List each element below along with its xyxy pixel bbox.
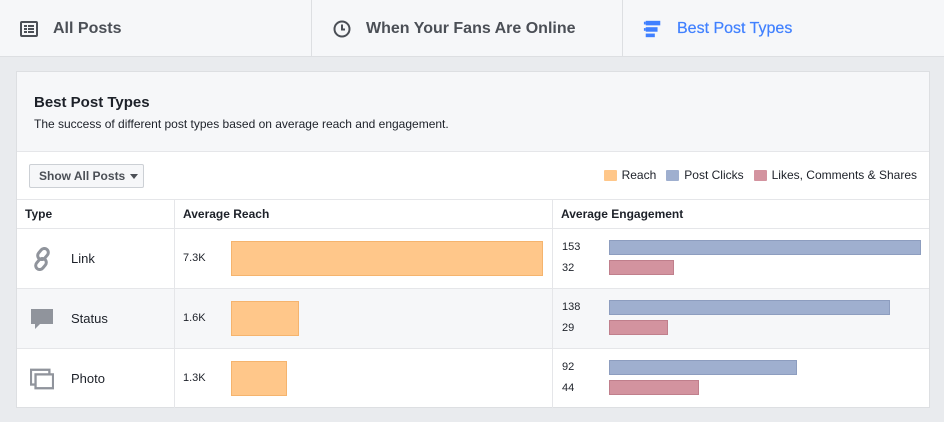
type-cell: Status: [17, 289, 175, 348]
tab-bar: All Posts When Your Fans Are Online Best…: [0, 0, 944, 57]
legend-swatch: [666, 169, 680, 181]
tab-label: Best Post Types: [677, 19, 793, 37]
type-label: Link: [71, 251, 95, 266]
reach-bar: [231, 361, 287, 396]
likes-bar: [609, 320, 668, 335]
likes-value: 29: [562, 322, 575, 334]
post-clicks-value: 138: [562, 301, 581, 313]
legend-item-reach: Reach: [603, 168, 657, 182]
table-header: Type Average Reach Average Engagement: [17, 200, 929, 229]
post-clicks-value: 92: [562, 361, 575, 373]
best-post-types-card: Best Post Types The success of different…: [16, 71, 930, 408]
reach-bar: [231, 301, 299, 336]
legend: Reach Post Clicks Likes, Comments & Shar…: [594, 168, 917, 182]
post-types-icon: [643, 19, 663, 39]
column-header-type[interactable]: Type: [17, 200, 175, 228]
tab-label: All Posts: [53, 19, 122, 37]
table-row: Status 1.6K 138 29: [17, 289, 929, 349]
reach-cell: 1.3K: [175, 349, 553, 408]
post-clicks-bar: [609, 360, 797, 375]
legend-swatch: [603, 169, 617, 181]
clock-icon: [332, 19, 352, 39]
tab-best-post-types[interactable]: Best Post Types: [623, 0, 944, 57]
engagement-cell: 92 44: [553, 349, 929, 408]
show-posts-dropdown[interactable]: Show All Posts: [29, 164, 144, 188]
reach-bar: [231, 241, 543, 276]
post-clicks-value: 153: [562, 241, 581, 253]
table-row: Link 7.3K 153 32: [17, 229, 929, 289]
toolbar: Show All Posts Reach Post Clicks Likes, …: [17, 152, 929, 200]
post-clicks-bar: [609, 240, 921, 255]
reach-value: 7.3K: [183, 252, 206, 264]
legend-swatch: [753, 169, 767, 181]
column-header-reach[interactable]: Average Reach: [175, 200, 553, 228]
legend-label: Reach: [621, 168, 657, 182]
card-subtitle: The success of different post types base…: [34, 117, 449, 131]
table-row: Photo 1.3K 92 44: [17, 349, 929, 408]
reach-cell: 7.3K: [175, 229, 553, 288]
engagement-cell: 153 32: [553, 229, 929, 288]
reach-cell: 1.6K: [175, 289, 553, 348]
card-title: Best Post Types: [34, 94, 150, 111]
column-header-engagement[interactable]: Average Engagement: [561, 207, 684, 221]
photo-icon: [30, 367, 54, 391]
likes-value: 44: [562, 382, 575, 394]
engagement-cell: 138 29: [553, 289, 929, 348]
dropdown-label: Show All Posts: [39, 169, 126, 183]
card-header: Best Post Types The success of different…: [17, 72, 929, 152]
legend-item-post-clicks: Post Clicks: [666, 168, 744, 182]
likes-bar: [609, 260, 674, 275]
likes-value: 32: [562, 262, 575, 274]
reach-value: 1.6K: [183, 312, 206, 324]
link-icon: [30, 246, 54, 271]
speech-bubble-icon: [30, 307, 54, 331]
post-clicks-bar: [609, 300, 890, 315]
tab-all-posts[interactable]: All Posts: [0, 0, 312, 57]
chevron-down-icon: [130, 173, 139, 179]
type-cell: Photo: [17, 349, 175, 408]
legend-label: Likes, Comments & Shares: [771, 168, 917, 182]
type-label: Status: [71, 311, 108, 326]
tab-fans-online[interactable]: When Your Fans Are Online: [312, 0, 623, 57]
legend-label: Post Clicks: [684, 168, 744, 182]
reach-value: 1.3K: [183, 372, 206, 384]
tab-label: When Your Fans Are Online: [366, 19, 576, 37]
list-icon: [19, 19, 39, 39]
type-cell: Link: [17, 229, 175, 288]
legend-item-likes: Likes, Comments & Shares: [753, 168, 917, 182]
likes-bar: [609, 380, 699, 395]
type-label: Photo: [71, 371, 105, 386]
